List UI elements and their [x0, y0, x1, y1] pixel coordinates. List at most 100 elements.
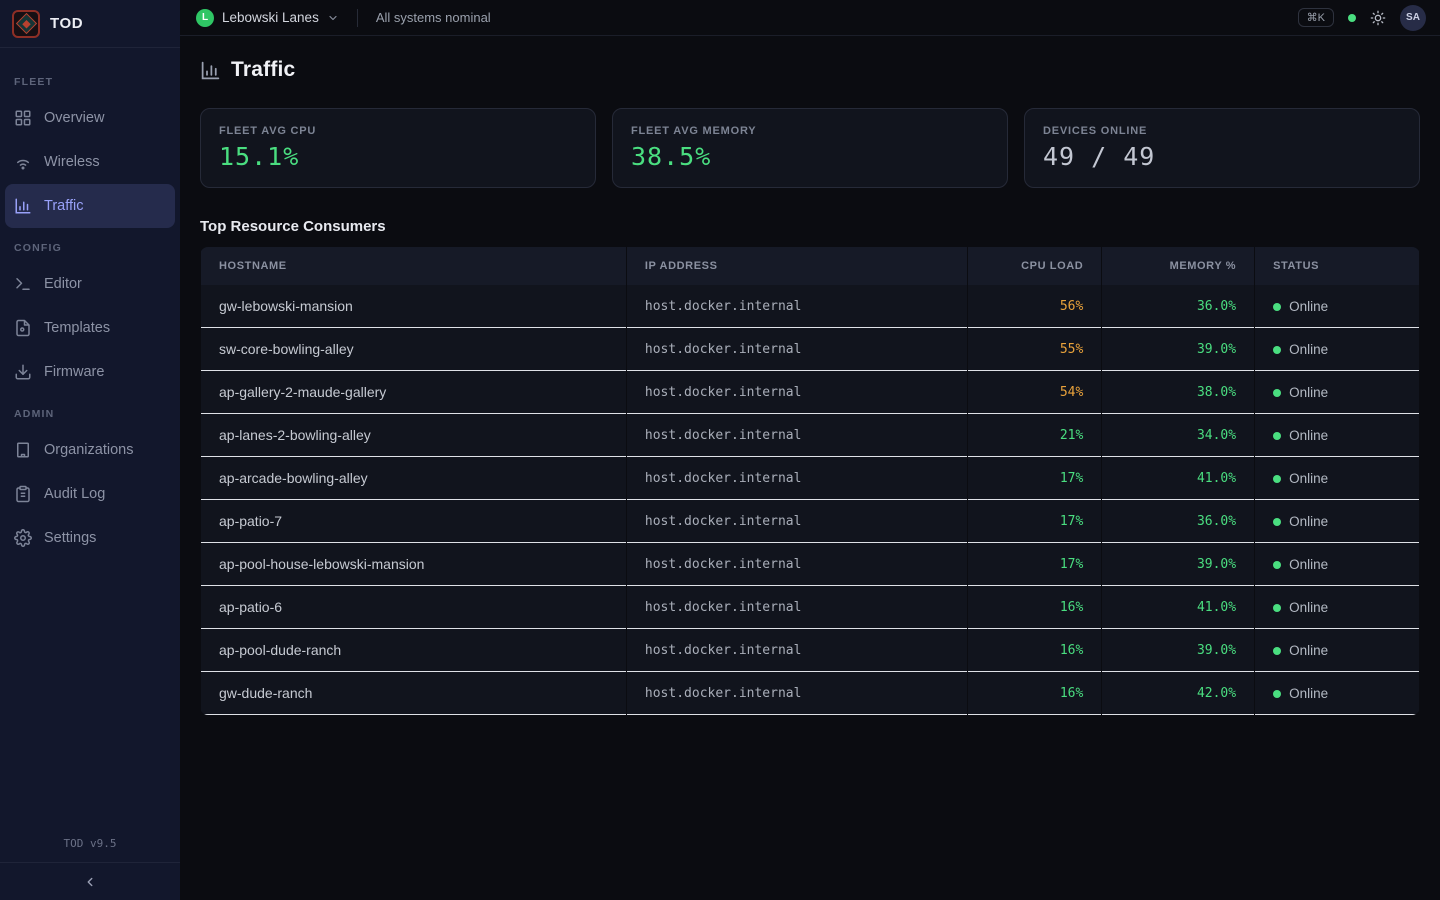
system-status-text: All systems nominal: [376, 10, 491, 25]
hostname-cell: ap-gallery-2-maude-gallery: [201, 371, 626, 414]
memory-value: 39.0%: [1197, 342, 1236, 357]
status-cell: Online: [1255, 371, 1419, 414]
cpu-value: 17%: [1060, 471, 1083, 486]
memory-cell: 39.0%: [1102, 328, 1254, 371]
status-cell: Online: [1255, 586, 1419, 629]
chevron-down-icon: [327, 12, 339, 24]
sidebar-item-organizations[interactable]: Organizations: [5, 428, 175, 472]
health-dot-icon: [1348, 14, 1356, 22]
stat-value: 38.5%: [631, 142, 989, 171]
hostname-cell: ap-lanes-2-bowling-alley: [201, 414, 626, 457]
ip-cell: host.docker.internal: [627, 629, 967, 672]
theme-toggle-button[interactable]: [1370, 10, 1386, 26]
building-icon: [14, 441, 32, 459]
col-ip-address: IP ADDRESS: [627, 247, 967, 285]
org-switcher[interactable]: L Lebowski Lanes: [196, 9, 339, 27]
memory-cell: 39.0%: [1102, 629, 1254, 672]
hostname-cell: ap-pool-dude-ranch: [201, 629, 626, 672]
memory-cell: 38.0%: [1102, 371, 1254, 414]
stat-card-devices-online: DEVICES ONLINE 49 / 49: [1024, 108, 1420, 188]
table-row[interactable]: ap-patio-7 host.docker.internal 17% 36.0…: [201, 500, 1419, 543]
cpu-value: 21%: [1060, 428, 1083, 443]
status-dot-icon: [1273, 518, 1281, 526]
status-dot-icon: [1273, 475, 1281, 483]
status-label: Online: [1289, 643, 1328, 658]
ip-cell: host.docker.internal: [627, 285, 967, 328]
col-status: STATUS: [1255, 247, 1419, 285]
page-title: Traffic: [231, 58, 295, 82]
sidebar-item-editor[interactable]: Editor: [5, 262, 175, 306]
cpu-value: 17%: [1060, 557, 1083, 572]
sidebar: TOD FLEET Overview Wireless Traffic CONF…: [0, 0, 180, 900]
sidebar-collapse-button[interactable]: [0, 862, 180, 900]
sidebar-item-wireless[interactable]: Wireless: [5, 140, 175, 184]
resource-table: HOSTNAME IP ADDRESS CPU LOAD MEMORY % ST…: [200, 247, 1420, 715]
table-row[interactable]: ap-pool-dude-ranch host.docker.internal …: [201, 629, 1419, 672]
status-label: Online: [1289, 600, 1328, 615]
status-label: Online: [1289, 385, 1328, 400]
sun-icon: [1370, 10, 1386, 26]
nav-section-admin: ADMIN: [0, 394, 180, 428]
memory-value: 39.0%: [1197, 557, 1236, 572]
command-palette-shortcut[interactable]: ⌘K: [1298, 8, 1334, 27]
stat-value: 49 / 49: [1043, 142, 1401, 171]
memory-value: 38.0%: [1197, 385, 1236, 400]
sidebar-nav: FLEET Overview Wireless Traffic CONFIG E…: [0, 48, 180, 827]
ip-cell: host.docker.internal: [627, 457, 967, 500]
user-avatar[interactable]: SA: [1400, 5, 1426, 31]
stat-cards: FLEET AVG CPU 15.1% FLEET AVG MEMORY 38.…: [200, 108, 1420, 188]
table-row[interactable]: gw-lebowski-mansion host.docker.internal…: [201, 285, 1419, 328]
download-icon: [14, 363, 32, 381]
hostname-cell: gw-lebowski-mansion: [201, 285, 626, 328]
app-logo-row: TOD: [0, 0, 180, 48]
memory-value: 36.0%: [1197, 514, 1236, 529]
table-row[interactable]: gw-dude-ranch host.docker.internal 16% 4…: [201, 672, 1419, 715]
status-cell: Online: [1255, 543, 1419, 586]
sidebar-item-label: Settings: [44, 530, 96, 546]
stat-label: DEVICES ONLINE: [1043, 125, 1401, 137]
memory-value: 41.0%: [1197, 600, 1236, 615]
col-memory: MEMORY %: [1102, 247, 1254, 285]
col-hostname: HOSTNAME: [201, 247, 626, 285]
status-cell: Online: [1255, 629, 1419, 672]
memory-cell: 36.0%: [1102, 285, 1254, 328]
table-row[interactable]: sw-core-bowling-alley host.docker.intern…: [201, 328, 1419, 371]
status-label: Online: [1289, 428, 1328, 443]
status-dot-icon: [1273, 647, 1281, 655]
status-cell: Online: [1255, 414, 1419, 457]
sidebar-item-traffic[interactable]: Traffic: [5, 184, 175, 228]
table-row[interactable]: ap-lanes-2-bowling-alley host.docker.int…: [201, 414, 1419, 457]
stat-card-fleet-avg-cpu: FLEET AVG CPU 15.1%: [200, 108, 596, 188]
cpu-value: 16%: [1060, 643, 1083, 658]
cpu-value: 17%: [1060, 514, 1083, 529]
bar-chart-icon: [14, 197, 32, 215]
sidebar-item-audit-log[interactable]: Audit Log: [5, 472, 175, 516]
table-row[interactable]: ap-arcade-bowling-alley host.docker.inte…: [201, 457, 1419, 500]
sidebar-item-settings[interactable]: Settings: [5, 516, 175, 560]
cpu-cell: 16%: [968, 586, 1102, 629]
memory-cell: 41.0%: [1102, 586, 1254, 629]
cpu-value: 16%: [1060, 686, 1083, 701]
hostname-cell: ap-arcade-bowling-alley: [201, 457, 626, 500]
ip-cell: host.docker.internal: [627, 414, 967, 457]
wifi-icon: [14, 153, 32, 171]
app-logo-icon: [12, 10, 40, 38]
sidebar-item-templates[interactable]: Templates: [5, 306, 175, 350]
status-label: Online: [1289, 686, 1328, 701]
table-row[interactable]: ap-gallery-2-maude-gallery host.docker.i…: [201, 371, 1419, 414]
grid-icon: [14, 109, 32, 127]
sidebar-item-firmware[interactable]: Firmware: [5, 350, 175, 394]
sidebar-item-label: Wireless: [44, 154, 100, 170]
status-dot-icon: [1273, 346, 1281, 354]
sidebar-item-overview[interactable]: Overview: [5, 96, 175, 140]
status-cell: Online: [1255, 328, 1419, 371]
org-name: Lebowski Lanes: [222, 10, 319, 25]
nav-section-config: CONFIG: [0, 228, 180, 262]
cpu-cell: 17%: [968, 457, 1102, 500]
status-dot-icon: [1273, 690, 1281, 698]
bar-chart-icon: [200, 60, 221, 81]
ip-cell: host.docker.internal: [627, 672, 967, 715]
table-row[interactable]: ap-patio-6 host.docker.internal 16% 41.0…: [201, 586, 1419, 629]
table-row[interactable]: ap-pool-house-lebowski-mansion host.dock…: [201, 543, 1419, 586]
sidebar-item-label: Editor: [44, 276, 82, 292]
